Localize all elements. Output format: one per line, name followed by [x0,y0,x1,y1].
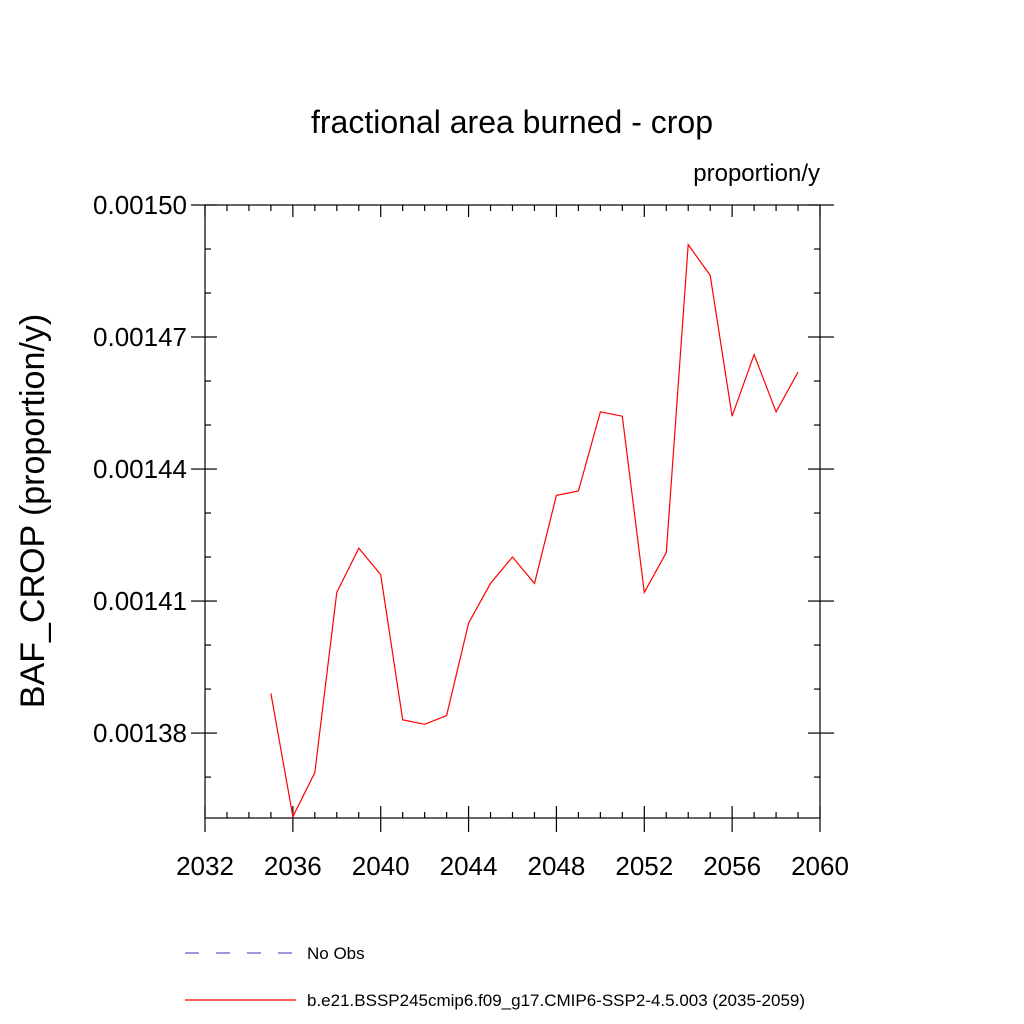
x-tick-label: 2040 [352,851,410,881]
x-tick-label: 2044 [440,851,498,881]
x-tick-label: 2032 [176,851,234,881]
plot-frame [204,204,821,819]
units-label: proportion/y [693,160,820,187]
y-tick-label: 0.00141 [93,586,187,616]
x-tick-label: 2056 [703,851,761,881]
series-line-1 [270,242,799,819]
legend-label-model-run: b.e21.BSSP245cmip6.f09_g17.CMIP6-SSP2-4.… [307,991,805,1010]
x-tick-label: 2048 [528,851,586,881]
x-tick-label: 2036 [264,851,322,881]
chart-title: fractional area burned - crop [311,104,713,140]
legend: No Obs b.e21.BSSP245cmip6.f09_g17.CMIP6-… [185,944,805,1010]
x-tick-label: 2052 [615,851,673,881]
y-axis: 0.00138 0.00141 0.00144 0.00147 0.00150 [93,190,834,778]
y-tick-label: 0.00144 [93,454,187,484]
y-axis-label: BAF_CROP (proportion/y) [14,314,52,708]
y-tick-label: 0.00147 [93,322,187,352]
x-tick-label: 2060 [791,851,849,881]
x-axis: 2032 2036 2040 2044 2048 2052 2056 2060 [176,205,849,881]
legend-label-no-obs: No Obs [307,944,365,963]
plot-area [270,242,799,819]
y-tick-label: 0.00150 [93,190,187,220]
y-tick-label: 0.00138 [93,718,187,748]
